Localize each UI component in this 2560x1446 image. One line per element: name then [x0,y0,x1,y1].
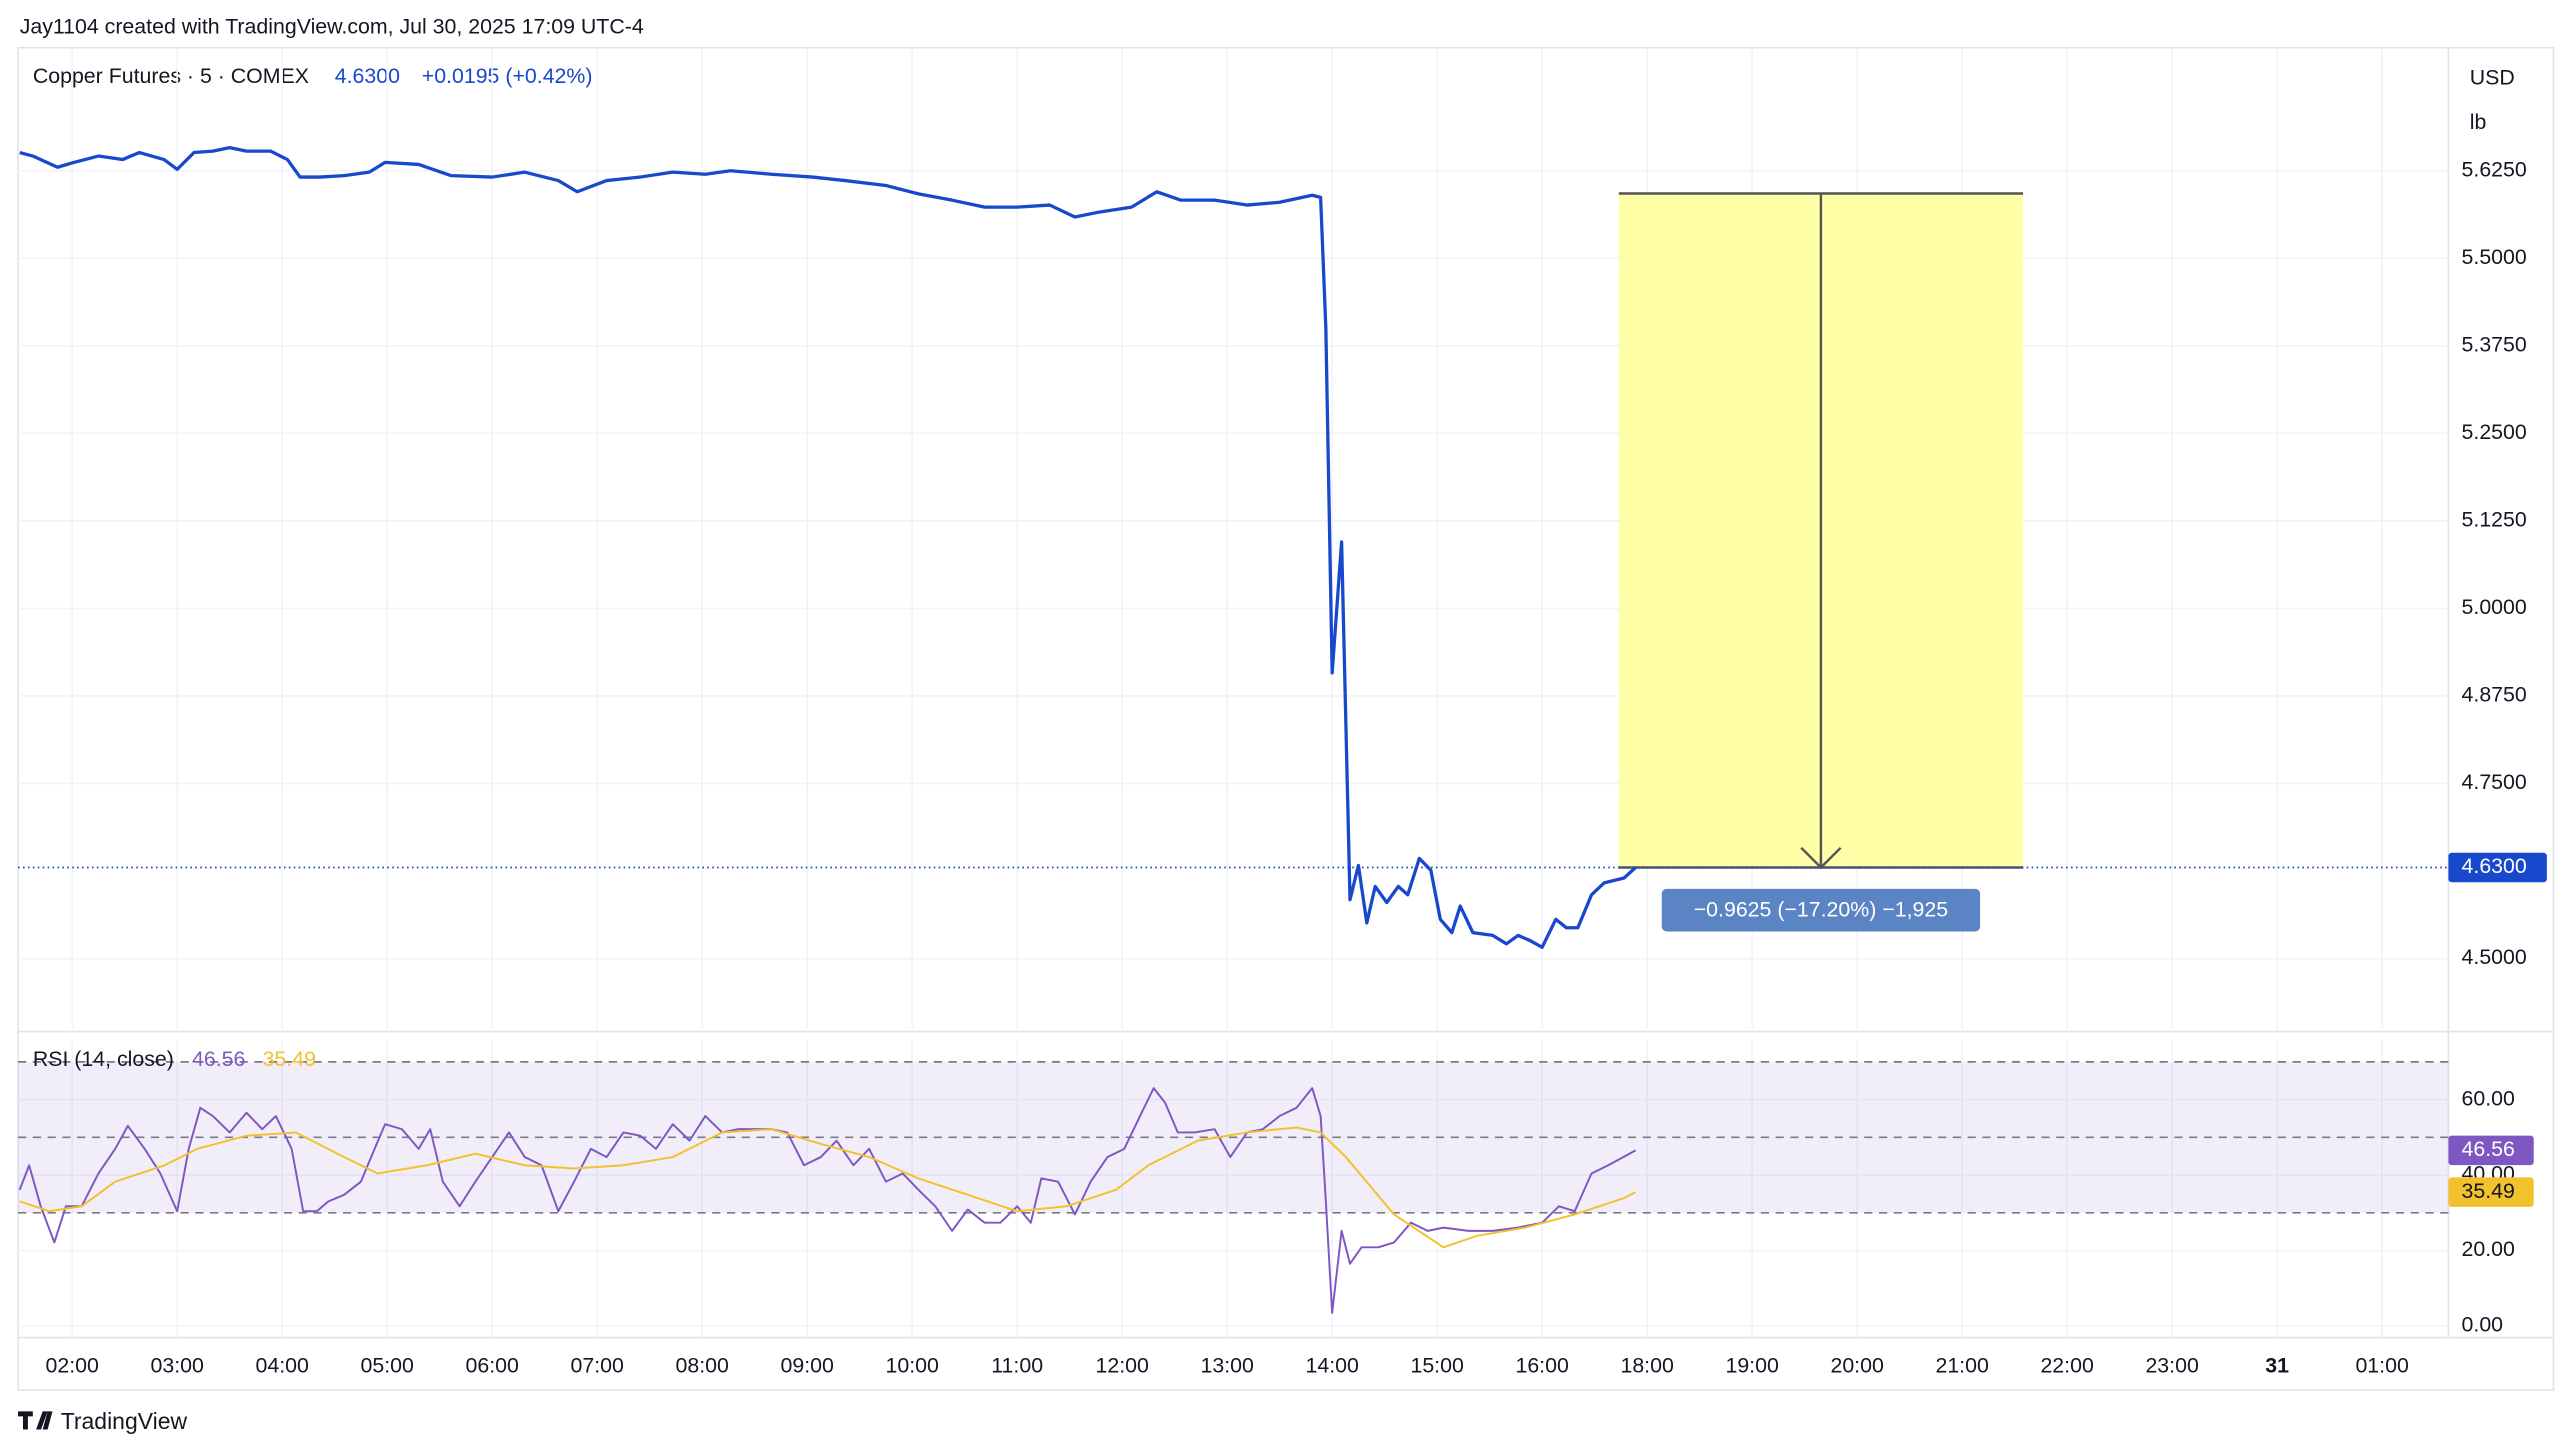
x-tick-label: 13:00 [1200,1354,1254,1378]
x-tick-label: 20:00 [1830,1354,1884,1378]
measure-label: −0.9625 (−17.20%) −1,925 [1694,898,1948,922]
caption: Jay1104 created with TradingView.com, Ju… [20,15,644,39]
x-tick-label: 22:00 [2040,1354,2094,1378]
logo: TradingView [18,1408,188,1434]
logo-text: TradingView [61,1408,188,1434]
x-tick-label: 16:00 [1515,1354,1569,1378]
y-tick-label: 5.3750 [2462,332,2527,356]
y-tick-label: 5.5000 [2462,245,2527,269]
x-tick-label: 09:00 [780,1354,834,1378]
x-tick-label: 23:00 [2145,1354,2199,1378]
rsi-value-label: 35.49 [2462,1179,2515,1203]
chart-frame [17,46,2555,1391]
x-tick-label: 01:00 [2355,1354,2409,1378]
x-tick-label: 31 [2265,1354,2289,1378]
series-line [19,145,1637,949]
logo-mark [18,1411,53,1430]
y-tick-label: 5.6250 [2462,157,2527,181]
x-tick-label: 03:00 [151,1354,205,1378]
unit: lb [2470,110,2487,134]
x-tick-label: 07:00 [570,1354,624,1378]
x-tick-label: 19:00 [1725,1354,1779,1378]
y-tick-label: 60.00 [2462,1086,2516,1110]
rsi-legend-value: 35.49 [263,1047,316,1071]
symbol-title: Copper Futures · 5 · COMEX [33,64,309,88]
x-tick-label: 15:00 [1410,1354,1464,1378]
rsi-value-label: 46.56 [2462,1137,2515,1161]
x-tick-label: 14:00 [1305,1354,1359,1378]
series-line [19,1126,1637,1249]
series-line [18,1087,1637,1314]
currency: USD [2470,66,2515,90]
last-price-box [2448,852,2547,883]
x-tick-label: 10:00 [885,1354,939,1378]
x-tick-label: 08:00 [675,1354,729,1378]
x-tick-label: 05:00 [360,1354,414,1378]
y-tick-label: 4.5000 [2462,945,2527,969]
x-tick-label: 18:00 [1620,1354,1674,1378]
x-tick-label: 02:00 [46,1354,100,1378]
rsi-value-box [2448,1135,2534,1166]
y-tick-label: 4.7500 [2462,770,2527,794]
y-tick-label: 20.00 [2462,1237,2516,1261]
x-tick-label: 21:00 [1935,1354,1989,1378]
y-tick-label: 0.00 [2462,1313,2504,1337]
x-tick-label: 04:00 [255,1354,309,1378]
rsi-value-box [2448,1177,2534,1207]
measure-label-box [1661,888,1981,932]
y-tick-label: 4.8750 [2462,683,2527,707]
last-price: 4.6300 [335,64,400,88]
last-price-axis-label: 4.6300 [2462,854,2527,878]
y-tick-label: 5.2500 [2462,420,2527,444]
price-change: +0.0195 (+0.42%) [422,64,593,88]
y-tick-label: 5.1250 [2462,508,2527,532]
rsi-title: RSI (14, close) [33,1047,174,1071]
x-tick-label: 06:00 [465,1354,519,1378]
x-tick-label: 12:00 [1095,1354,1149,1378]
y-tick-label: 5.0000 [2462,595,2527,619]
x-tick-label: 11:00 [991,1354,1043,1378]
rsi-legend-value: 46.56 [192,1047,245,1071]
